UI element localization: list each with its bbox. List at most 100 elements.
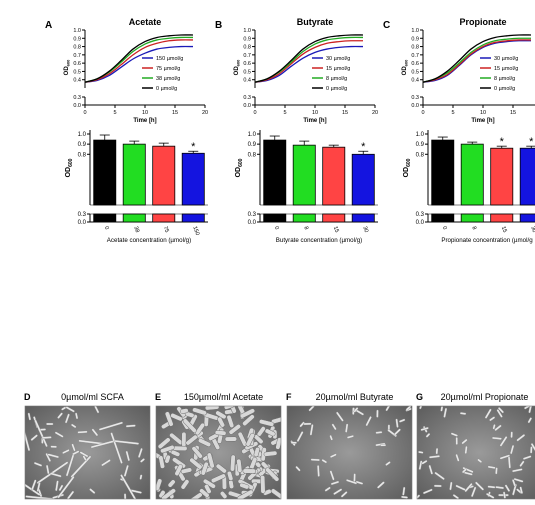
- bacterium-cell: [420, 426, 429, 431]
- panel-letter: C: [383, 20, 390, 31]
- x-tick-label: 38: [132, 226, 140, 234]
- y-tick-label: 0.0: [416, 220, 425, 226]
- bacterium-cell: [258, 419, 275, 427]
- bacterium-cell: [46, 422, 54, 426]
- bacterium-cell: [140, 458, 145, 463]
- bacterium-cell: [330, 480, 340, 486]
- x-tick-label: 150: [191, 226, 200, 237]
- growth-curve-series: [422, 37, 532, 83]
- bar-lower-segment: [322, 213, 346, 223]
- significance-marker: *: [529, 136, 534, 148]
- x-tick-label: 15: [342, 110, 348, 116]
- x-axis-label: Time [h]: [133, 118, 156, 124]
- bacterium-cell: [137, 448, 143, 458]
- y-tick-label: 0.0: [78, 220, 87, 226]
- bacterium-cell: [265, 467, 280, 482]
- bacterium-cell: [187, 492, 203, 499]
- bacterium-cell: [519, 486, 524, 494]
- bacterium-cell: [499, 454, 510, 460]
- x-axis-label: Butyrate concentration (µmol/g): [276, 237, 362, 244]
- legend-label: 75 µmol/g: [156, 66, 180, 72]
- y-tick-label: 0.3: [416, 212, 425, 218]
- bacterium-cell: [511, 479, 516, 487]
- bacterium-cell: [519, 460, 525, 467]
- bacterium-cell: [33, 461, 43, 467]
- y-tick-label: 0.9: [73, 36, 81, 42]
- bacterium-cell: [226, 414, 235, 428]
- bacterium-cell: [50, 445, 57, 449]
- bacterium-cell: [77, 430, 88, 434]
- sem-frame: [416, 405, 535, 500]
- sem-background: [25, 406, 150, 499]
- bacterium-cell: [270, 488, 281, 499]
- bacterium-cell: [34, 419, 48, 448]
- bacterium-cell: [345, 423, 349, 433]
- bacterium-cell: [204, 484, 212, 494]
- y-tick-label: 1.0: [73, 28, 81, 34]
- bacterium-cell: [36, 482, 41, 492]
- x-tick-label: 15: [332, 226, 340, 234]
- bacterium-cell: [486, 493, 495, 499]
- bacterium-cell: [55, 480, 59, 492]
- bacterium-cell: [180, 479, 190, 490]
- bacterium-cell: [495, 485, 505, 490]
- bacterium-cell: [296, 431, 304, 442]
- bacterium-cell: [402, 486, 406, 496]
- legend-label: 30 µmol/g: [326, 56, 350, 62]
- y-tick-label: 0.5: [73, 69, 81, 75]
- x-tick-label: 15: [172, 110, 178, 116]
- bacterium-cell: [185, 434, 198, 446]
- legend-label: 0 µmol/g: [494, 86, 515, 92]
- bacterium-cell: [245, 432, 255, 447]
- bacterium-cell: [499, 436, 508, 447]
- bacterium-cell: [195, 422, 206, 436]
- x-tick-label: 5: [113, 110, 116, 116]
- y-tick-label: 0.9: [78, 142, 87, 148]
- bacterium-cell: [157, 437, 171, 449]
- x-tick-label: 8: [302, 226, 309, 231]
- bacterium-cell: [260, 475, 266, 494]
- bacterium-cell: [330, 453, 337, 458]
- bacterium-cell: [510, 431, 513, 438]
- bacterium-cell: [310, 458, 320, 462]
- bacterium-cell: [512, 483, 517, 496]
- bacterium-cell: [395, 418, 399, 428]
- bacterium-cell: [101, 459, 111, 467]
- y-tick-label: 0.6: [73, 61, 81, 67]
- bacterium-cell: [377, 481, 385, 489]
- sem-image: [25, 406, 150, 499]
- bacterium-cell: [47, 453, 59, 459]
- bacterium-cell: [455, 437, 458, 445]
- bacterium-cell: [215, 463, 227, 474]
- bacterium-cell: [191, 446, 203, 459]
- bar-upper-segment: [490, 147, 514, 206]
- bacterium-cell: [513, 478, 524, 483]
- bacterium-cell: [79, 451, 89, 458]
- bacterium-cell: [375, 431, 383, 434]
- sem-panel-d: D 0µmol/ml SCFA: [24, 392, 151, 500]
- x-tick-label: 10: [142, 110, 148, 116]
- bacterium-cell: [219, 491, 228, 499]
- bar-upper-segment: [263, 139, 287, 206]
- panel-letter: D: [24, 392, 31, 402]
- growth-curve-series: [422, 39, 532, 83]
- panel-title: Butyrate: [297, 17, 334, 27]
- y-tick-label: 1.0: [248, 132, 257, 138]
- bacterium-cell: [484, 408, 492, 419]
- y-tick-label: 0.5: [411, 69, 419, 75]
- y-tick-label: 1.0: [78, 132, 87, 138]
- bacterium-cell: [461, 438, 468, 445]
- legend-label: 0 µmol/g: [326, 86, 347, 92]
- bacterium-cell: [170, 449, 181, 457]
- bacterium-cell: [164, 411, 174, 427]
- bacterium-cell: [376, 409, 379, 418]
- bacterium-cell: [206, 452, 215, 469]
- growth-panel-c: C Propionate 0.4 0.5 0.6 0.7 0.8 0.9 1.0 0.3 0.00 5…: [383, 17, 535, 124]
- bacterium-cell: [324, 486, 331, 492]
- bacterium-cell: [435, 447, 439, 455]
- x-tick-label: 0: [253, 110, 256, 116]
- bacterium-cell: [461, 468, 467, 474]
- bacterium-cell: [527, 417, 532, 424]
- x-axis-label: Time [h]: [303, 118, 326, 124]
